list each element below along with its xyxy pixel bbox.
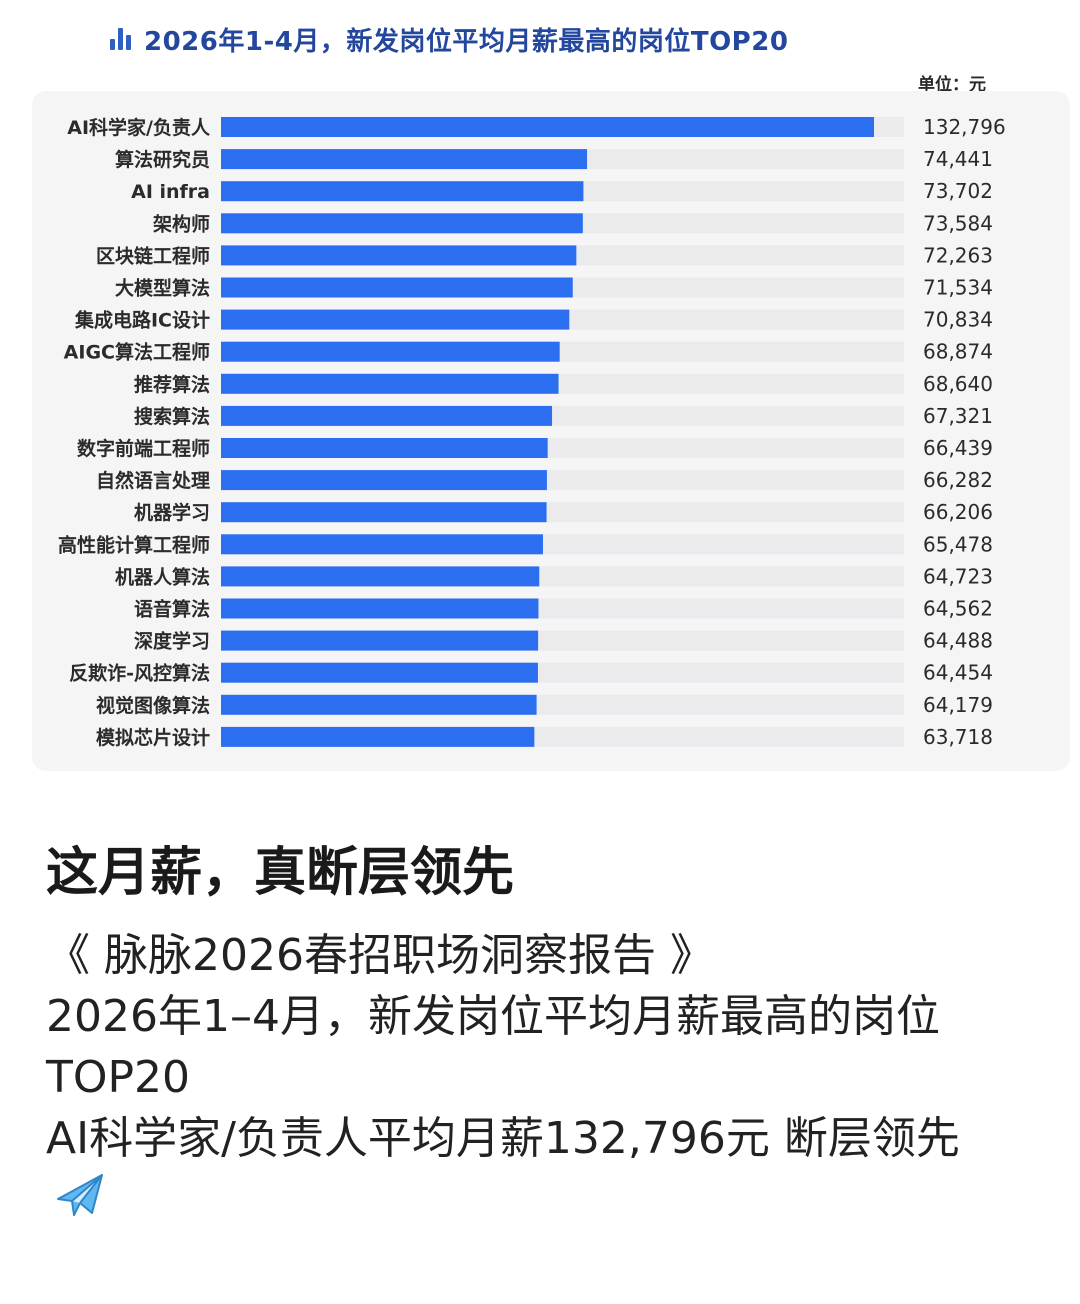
category-label: 机器人算法 [115, 565, 210, 588]
category-label: 自然语言处理 [96, 469, 210, 492]
category-label: 大模型算法 [115, 277, 210, 300]
category-label: AI科学家/负责人 [67, 116, 211, 139]
chart-title: 2026年1-4月，新发岗位平均月薪最高的岗位TOP20 [144, 26, 789, 57]
chart-card: AI科学家/负责人 132,796 算法研究员 74,441 AI infra 73,70… [32, 91, 1070, 771]
category-label: 区块链工程师 [96, 244, 210, 267]
category-label: 数字前端工程师 [77, 437, 210, 460]
value-label: 66,206 [923, 500, 993, 524]
post-line-summary-text: AI科学家/负责人平均月薪132,796元 断层领先 [46, 1113, 960, 1164]
value-label: 64,454 [923, 661, 993, 685]
value-label: 132,796 [923, 115, 1006, 139]
bar [221, 726, 535, 747]
bar [221, 181, 584, 202]
value-label: 73,702 [923, 179, 993, 203]
post-line-summary: AI科学家/负责人平均月薪132,796元 断层领先 [46, 1108, 1056, 1235]
bar [221, 630, 539, 651]
bar [221, 117, 874, 137]
value-label: 68,874 [923, 340, 993, 364]
value-label: 63,718 [923, 725, 993, 749]
value-label: 64,723 [923, 564, 993, 588]
bar [221, 213, 583, 234]
bar [221, 405, 553, 426]
bar [221, 149, 588, 170]
value-label: 68,640 [923, 372, 993, 396]
airplane-icon [52, 1169, 108, 1235]
category-label: 架构师 [152, 212, 210, 235]
bar-chart-icon [110, 28, 134, 50]
category-label: 深度学习 [134, 630, 210, 653]
value-label: 70,834 [923, 308, 993, 332]
bar [221, 502, 547, 523]
bar [221, 598, 539, 619]
value-label: 64,488 [923, 629, 993, 653]
category-label: 搜索算法 [134, 405, 210, 428]
value-label: 72,263 [923, 243, 993, 267]
category-label: 高性能计算工程师 [58, 533, 210, 556]
value-label: 66,282 [923, 468, 993, 492]
value-label: 65,478 [923, 532, 993, 556]
chart-header: 2026年1-4月，新发岗位平均月薪最高的岗位TOP20 [110, 22, 789, 57]
bar [221, 341, 560, 362]
bar-chart: AI科学家/负责人 132,796 算法研究员 74,441 AI infra 73,70… [58, 115, 1006, 749]
category-label: 集成电路IC设计 [74, 309, 210, 332]
category-label: AIGC算法工程师 [64, 341, 210, 364]
bar [221, 245, 577, 266]
bar [221, 662, 538, 683]
category-label: 算法研究员 [115, 148, 210, 171]
bar [221, 694, 537, 715]
category-label: 模拟芯片设计 [96, 726, 210, 749]
post-body: 《 脉脉2026春招职场洞察报告 》 2026年1–4月，新发岗位平均月薪最高的… [46, 925, 1056, 1235]
unit-label: 单位：元 [918, 75, 986, 95]
category-label: 视觉图像算法 [96, 694, 210, 717]
post-line-report: 《 脉脉2026春招职场洞察报告 》 [46, 930, 714, 981]
bar [221, 277, 573, 298]
category-label: 反欺诈-风控算法 [69, 662, 210, 685]
bar [221, 470, 547, 491]
value-label: 64,562 [923, 597, 993, 621]
bar [221, 373, 559, 394]
value-label: 67,321 [923, 404, 993, 428]
value-label: 66,439 [923, 436, 993, 460]
category-label: AI infra [131, 181, 210, 203]
value-label: 64,179 [923, 693, 993, 717]
value-label: 74,441 [923, 147, 993, 171]
bar [221, 566, 540, 587]
post-content: 这月薪，真断层领先 《 脉脉2026春招职场洞察报告 》 2026年1–4月，新… [46, 835, 1056, 1235]
value-label: 71,534 [923, 276, 993, 300]
post-line-headline: 2026年1–4月，新发岗位平均月薪最高的岗位TOP20 [46, 991, 940, 1103]
category-label: 机器学习 [134, 501, 210, 524]
bar [221, 438, 548, 458]
post-title: 这月薪，真断层领先 [46, 843, 515, 903]
bar [221, 534, 543, 555]
bar [221, 309, 570, 330]
category-label: 语音算法 [134, 598, 210, 621]
value-label: 73,584 [923, 211, 993, 235]
category-label: 推荐算法 [134, 373, 210, 396]
